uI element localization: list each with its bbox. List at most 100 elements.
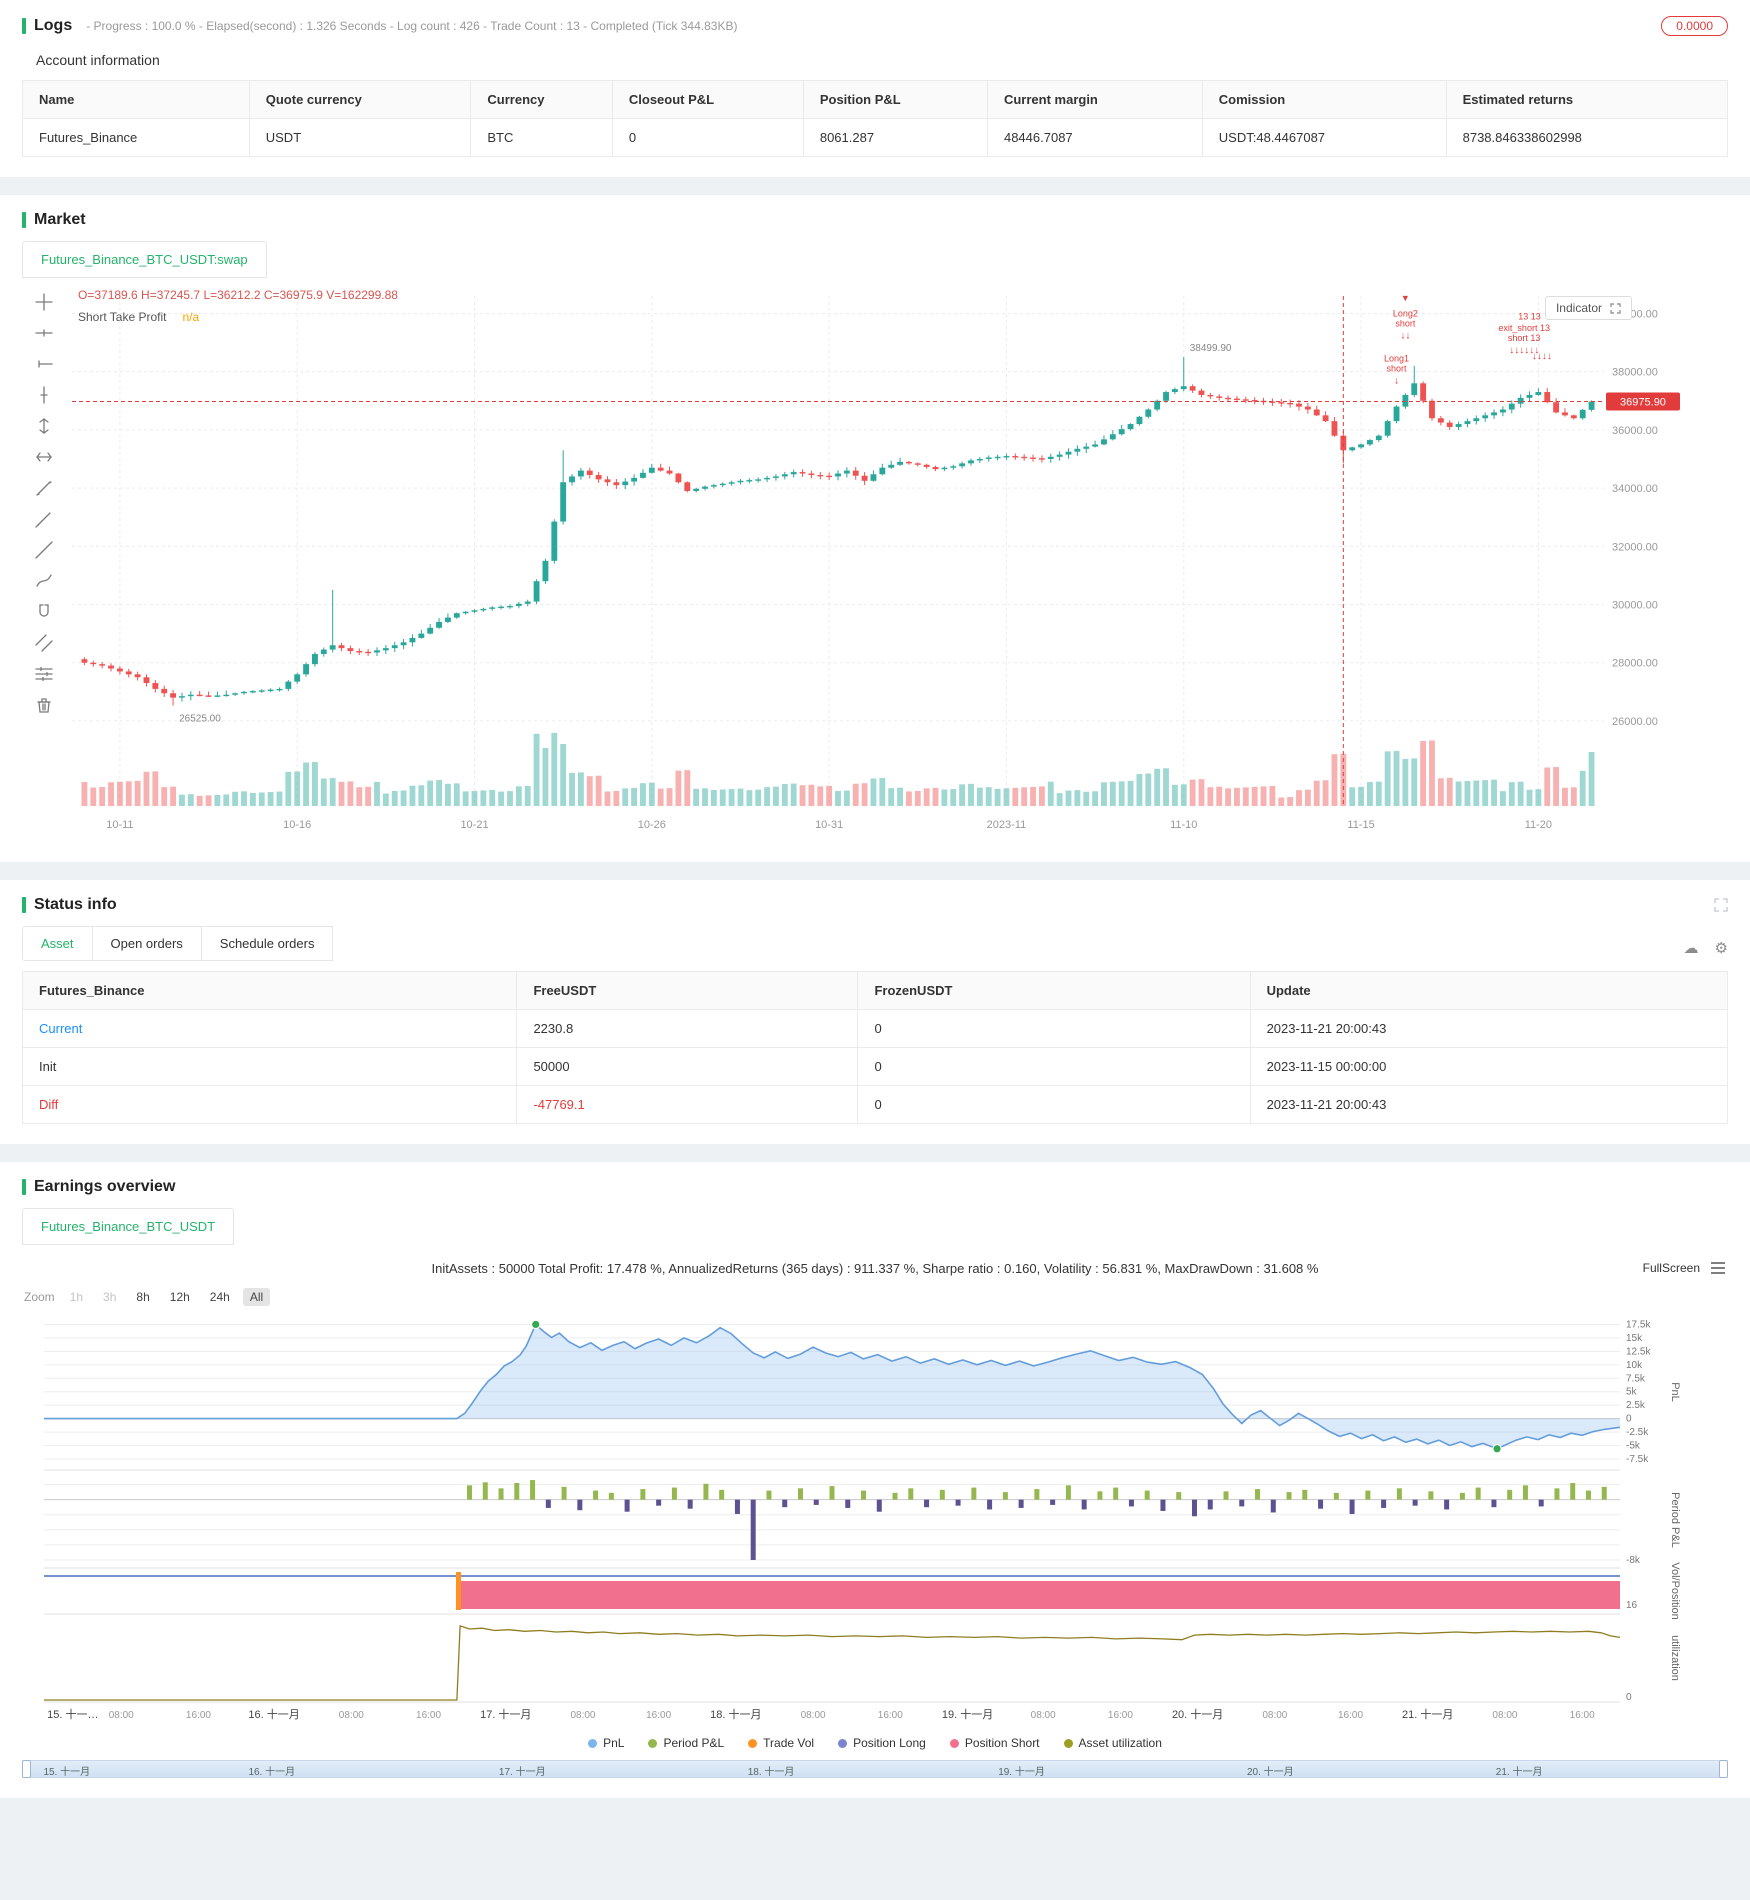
svg-text:08:00: 08:00	[339, 1710, 364, 1721]
table-cell: BTC	[470, 118, 613, 157]
svg-text:2023-11: 2023-11	[987, 819, 1027, 831]
legend-dot	[588, 1738, 598, 1748]
navigator-label: 17. 十一月	[498, 1767, 546, 1778]
indicator-button[interactable]: Indicator	[1544, 296, 1632, 320]
svg-text:10k: 10k	[1626, 1360, 1643, 1371]
legend-item-position-long[interactable]: Position Long	[838, 1736, 926, 1750]
trash-tool-icon[interactable]	[34, 695, 54, 715]
column-header: Closeout P&L	[611, 80, 804, 119]
legend-item-trade-vol[interactable]: Trade Vol	[748, 1736, 814, 1750]
navigator-label: 16. 十一月	[248, 1767, 296, 1778]
status-section: Status info Asset Open orders Schedule ord…	[0, 880, 1750, 1144]
svg-text:2.5k: 2.5k	[1626, 1400, 1646, 1411]
svg-text:17.5k: 17.5k	[1626, 1319, 1651, 1330]
legend-item-asset-utilization[interactable]: Asset utilization	[1063, 1736, 1162, 1750]
legend-label: Asset utilization	[1078, 1736, 1162, 1750]
account-table: Name Quote currency Currency Closeout P&L Po…	[22, 80, 1729, 157]
table-cell: 0	[857, 1085, 1251, 1124]
indicator-button-label: Indicator	[1555, 301, 1602, 315]
svg-text:18. 十一月: 18. 十一月	[710, 1707, 761, 1721]
svg-text:16: 16	[1626, 1600, 1638, 1611]
svg-text:30000.00: 30000.00	[1612, 599, 1658, 611]
zoom-option-8h[interactable]: 8h	[136, 1290, 150, 1304]
legend-dot	[949, 1738, 959, 1748]
legend-label: Trade Vol	[763, 1736, 815, 1750]
gear-icon[interactable]: ⚙	[1714, 940, 1728, 957]
zoom-option-24h[interactable]: 24h	[209, 1290, 230, 1304]
candlestick-svg[interactable]: 26000.00 28000.00 30000.00 32000.00 34000.00…	[66, 282, 1726, 842]
svg-text:11-20: 11-20	[1525, 819, 1552, 831]
navigator-left-handle[interactable]	[22, 1760, 31, 1778]
svg-text:-8k: -8k	[1626, 1555, 1641, 1566]
zoom-option-12h[interactable]: 12h	[169, 1290, 190, 1304]
svg-text:26000.00: 26000.00	[1612, 716, 1658, 728]
svg-text:short: short	[1395, 318, 1416, 328]
backtest-page: Logs - Progress : 100.0 % - Elapsed(seco…	[0, 0, 1750, 1798]
earnings-title: Earnings overview	[34, 1178, 176, 1195]
navigator-label: 15. 十一月	[43, 1767, 91, 1778]
column-header: Currency	[470, 80, 613, 119]
column-header: Quote currency	[248, 80, 472, 119]
svg-text:10-21: 10-21	[460, 819, 488, 831]
take-profit-value: n/a	[182, 310, 200, 324]
table-cell: 48446.7087	[986, 118, 1203, 157]
legend-dot	[838, 1738, 848, 1748]
vertical-line-tool-icon[interactable]	[34, 385, 54, 405]
brush-tool-icon[interactable]	[34, 571, 54, 591]
navigator-label: 20. 十一月	[1246, 1767, 1294, 1778]
collapse-icon[interactable]	[1714, 898, 1728, 912]
horizontal-ray-tool-icon[interactable]	[34, 354, 54, 374]
market-section: Market Futures_Binance_BTC_USDT:swap O=3…	[0, 195, 1750, 862]
fullscreen-button[interactable]: FullScreen	[1643, 1261, 1726, 1275]
horizontal-line-tool-icon[interactable]	[34, 323, 54, 343]
section-accent-bar	[22, 897, 26, 913]
navigator-right-handle[interactable]	[1719, 1760, 1728, 1778]
earnings-section: Earnings overview Futures_Binance_BTC_US…	[0, 1162, 1750, 1798]
fullscreen-label: FullScreen	[1642, 1261, 1700, 1275]
legend-dot	[648, 1738, 658, 1748]
status-tab-asset[interactable]: Asset	[22, 926, 93, 961]
svg-text:16:00: 16:00	[1570, 1710, 1595, 1721]
table-cell: 2023-11-21 20:00:43	[1249, 1009, 1729, 1048]
table-cell: 2230.8	[516, 1009, 859, 1048]
ray-tool-icon[interactable]	[34, 509, 54, 529]
trend-line-tool-icon[interactable]	[34, 478, 54, 498]
chart-navigator[interactable]: 15. 十一月 16. 十一月 17. 十一月 18. 十一月 19. 十一月 20. 十…	[22, 1760, 1728, 1778]
crosshair-tool-icon[interactable]	[34, 292, 54, 312]
svg-text:11-10: 11-10	[1170, 819, 1197, 831]
legend-item-position-short[interactable]: Position Short	[949, 1736, 1040, 1750]
legend-item-period-p&l[interactable]: Period P&L	[648, 1736, 724, 1750]
column-header: Position P&L	[802, 80, 988, 119]
price-range-tool-icon[interactable]	[34, 416, 54, 436]
svg-text:38000.00: 38000.00	[1612, 367, 1658, 379]
svg-text:-5k: -5k	[1626, 1441, 1641, 1452]
logs-progress-text: - Progress : 100.0 % - Elapsed(second) :…	[86, 19, 738, 33]
column-header: Update	[1249, 971, 1729, 1010]
extended-line-tool-icon[interactable]	[34, 540, 54, 560]
table-row: Futures_Binance USDT BTC 0 8061.287 48446.708…	[22, 118, 1729, 157]
cloud-download-icon[interactable]: ☁	[1683, 940, 1699, 957]
magnet-tool-icon[interactable]	[34, 602, 54, 622]
chart-toolbar	[22, 282, 66, 842]
candlestick-chart[interactable]: O=37189.6 H=37245.7 L=36212.2 C=36975.9 …	[66, 282, 1728, 842]
status-tab-schedule-orders[interactable]: Schedule orders	[200, 926, 334, 961]
svg-text:short 13: short 13	[1508, 333, 1541, 343]
table-cell[interactable]: Current	[21, 1009, 518, 1048]
earnings-symbol-tab[interactable]: Futures_Binance_BTC_USDT	[22, 1208, 235, 1245]
zoom-option-1h: 1h	[69, 1290, 84, 1304]
svg-text:↓: ↓	[1394, 375, 1399, 386]
earnings-chart-svg[interactable]: 17.5k 15k 12.5k 10k 7.5k 5k 2.5k 0 -2.5k -5k -7.5k…	[22, 1310, 1688, 1728]
svg-text:PnL: PnL	[1669, 1382, 1681, 1402]
parallel-channel-tool-icon[interactable]	[34, 633, 54, 653]
menu-icon[interactable]	[1710, 1262, 1726, 1274]
legend-item-pnl[interactable]: PnL	[588, 1736, 624, 1750]
svg-text:16:00: 16:00	[186, 1710, 211, 1721]
svg-text:08:00: 08:00	[1031, 1710, 1056, 1721]
date-range-tool-icon[interactable]	[34, 447, 54, 467]
status-tab-open-orders[interactable]: Open orders	[91, 926, 202, 961]
zoom-option-all[interactable]: All	[242, 1288, 271, 1306]
sliders-tool-icon[interactable]	[34, 664, 54, 684]
market-symbol-tab[interactable]: Futures_Binance_BTC_USDT:swap	[22, 241, 267, 278]
svg-text:16:00: 16:00	[416, 1710, 441, 1721]
svg-text:36975.90: 36975.90	[1620, 396, 1666, 408]
